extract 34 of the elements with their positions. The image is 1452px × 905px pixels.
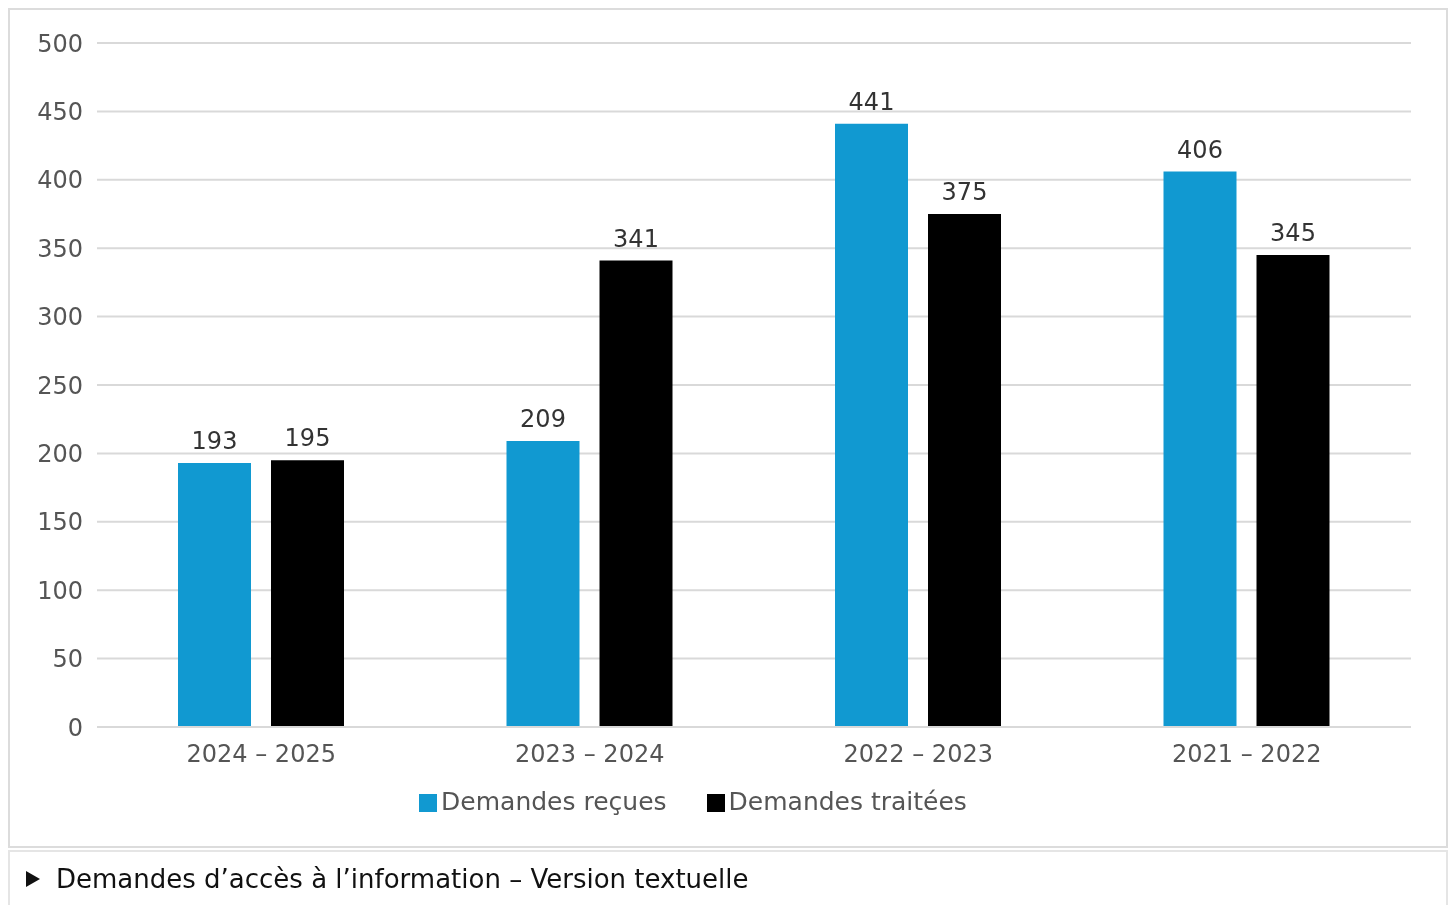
legend-label: Demandes reçues bbox=[441, 787, 667, 816]
x-tick-label: 2022 – 2023 bbox=[843, 740, 993, 769]
y-tick-label: 400 bbox=[37, 166, 83, 195]
y-tick-label: 350 bbox=[37, 234, 83, 263]
y-tick-label: 0 bbox=[67, 713, 83, 742]
x-tick-label: 2023 – 2024 bbox=[515, 740, 665, 769]
bar bbox=[1163, 171, 1237, 727]
bar bbox=[271, 460, 344, 727]
bar bbox=[928, 214, 1001, 727]
y-tick-label: 500 bbox=[37, 29, 83, 58]
x-tick-label: 2021 – 2022 bbox=[1172, 740, 1322, 769]
text: Demandes d’accès à l’information – Version textuelle bbox=[56, 864, 749, 894]
y-tick-label: 100 bbox=[37, 576, 83, 605]
y-tick-label: 300 bbox=[37, 303, 83, 332]
data-label: 345 bbox=[1270, 219, 1316, 248]
data-label: 341 bbox=[613, 224, 659, 253]
bar bbox=[599, 260, 673, 727]
data-label: 193 bbox=[191, 426, 238, 455]
data-label: 209 bbox=[520, 405, 566, 434]
y-tick-label: 250 bbox=[37, 371, 83, 400]
bar bbox=[1256, 255, 1330, 727]
data-label: 195 bbox=[284, 424, 331, 453]
legend-label: Demandes traitées bbox=[728, 787, 967, 816]
y-tick-label: 200 bbox=[37, 439, 83, 468]
y-tick-label: 50 bbox=[52, 645, 83, 674]
data-label: 375 bbox=[941, 178, 988, 206]
bar bbox=[178, 462, 251, 727]
x-tick-label: 2024 – 2025 bbox=[186, 740, 336, 769]
y-tick-label: 150 bbox=[37, 508, 83, 537]
data-label: 441 bbox=[848, 87, 895, 116]
y-tick-label: 450 bbox=[37, 97, 83, 126]
bar bbox=[835, 123, 908, 727]
data-label: 406 bbox=[1177, 135, 1223, 164]
bar bbox=[506, 441, 580, 727]
